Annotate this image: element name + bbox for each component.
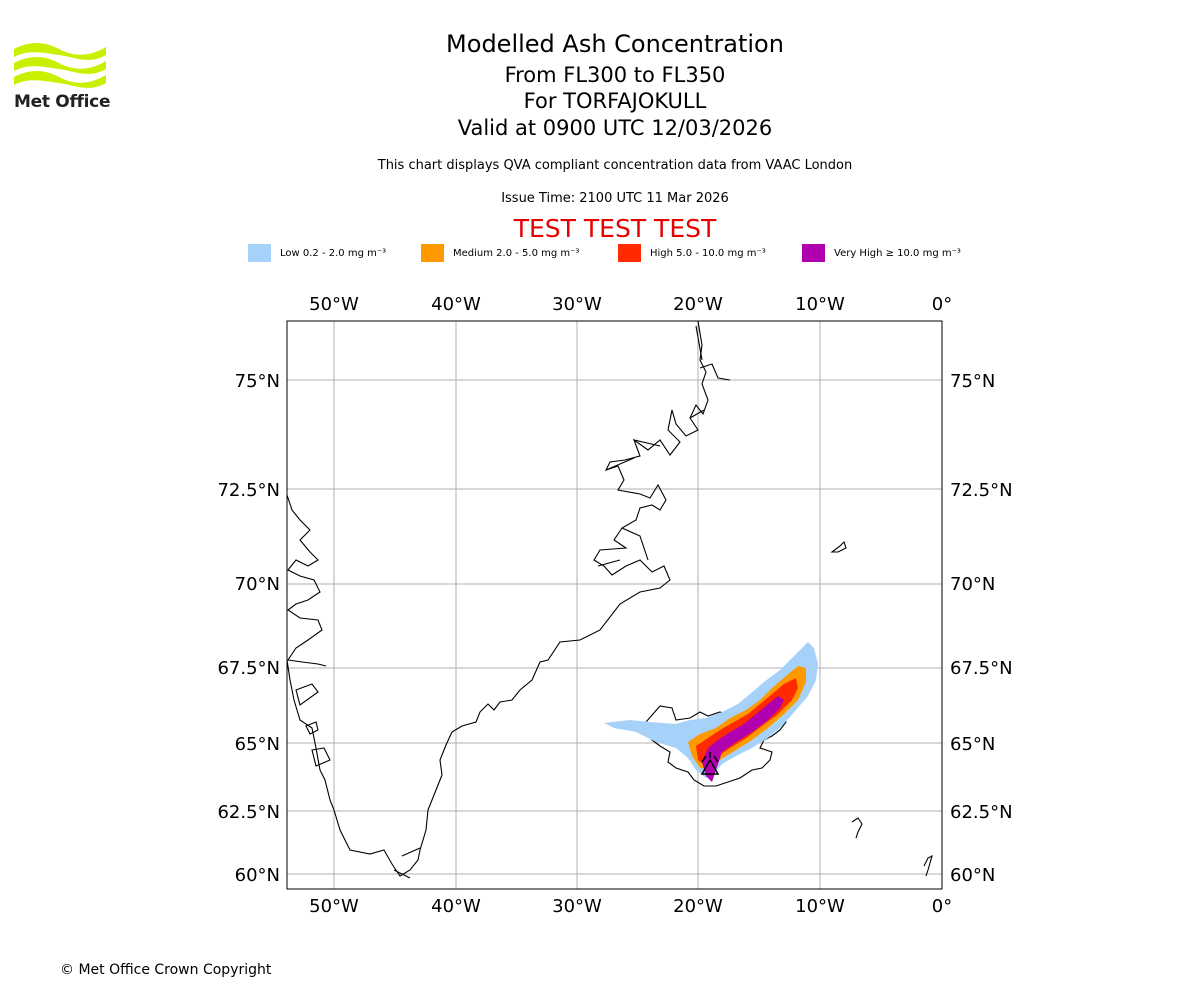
lat-label-right-75n: 75°N xyxy=(950,371,995,392)
lon-label-top-40w: 40°W xyxy=(431,294,481,315)
valid-time: Valid at 0900 UTC 12/03/2026 xyxy=(457,116,773,140)
lat-labels-left: 75°N 72.5°N 70°N 67.5°N 65°N 62.5°N 60°N xyxy=(217,371,280,886)
lon-label-bottom-40w: 40°W xyxy=(431,896,481,917)
lon-label-top-30w: 30°W xyxy=(552,294,602,315)
test-banner: TEST TEST TEST xyxy=(513,214,717,243)
greenland-east-coast xyxy=(286,320,709,877)
lon-labels-bottom: 50°W 40°W 30°W 20°W 10°W 0° xyxy=(309,896,952,917)
ash-plume xyxy=(604,642,818,782)
volcano-name: For TORFAJOKULL xyxy=(523,89,707,113)
lat-label-right-62-5n: 62.5°N xyxy=(950,802,1013,823)
chart-title: Modelled Ash Concentration xyxy=(446,30,784,58)
flight-levels: From FL300 to FL350 xyxy=(504,63,726,87)
lon-label-bottom-0: 0° xyxy=(932,896,952,917)
legend-item-high: High 5.0 - 10.0 mg m⁻³ xyxy=(618,244,766,262)
coastlines xyxy=(286,320,933,879)
lon-label-bottom-10w: 10°W xyxy=(795,896,845,917)
volcano-marker-icon xyxy=(700,752,720,775)
legend-item-medium: Medium 2.0 - 5.0 mg m⁻³ xyxy=(421,244,579,262)
legend-label-low: Low 0.2 - 2.0 mg m⁻³ xyxy=(280,247,387,259)
lat-label-right-65n: 65°N xyxy=(950,734,995,755)
lat-label-left-72-5n: 72.5°N xyxy=(217,480,280,501)
lon-label-bottom-30w: 30°W xyxy=(552,896,602,917)
lon-label-top-50w: 50°W xyxy=(309,294,359,315)
lat-label-left-75n: 75°N xyxy=(235,371,280,392)
lon-label-top-20w: 20°W xyxy=(673,294,723,315)
lat-label-right-60n: 60°N xyxy=(950,865,995,886)
lat-label-right-72-5n: 72.5°N xyxy=(950,480,1013,501)
map-frame xyxy=(286,320,943,890)
lat-label-left-70n: 70°N xyxy=(235,574,280,595)
legend-label-medium: Medium 2.0 - 5.0 mg m⁻³ xyxy=(453,247,580,259)
legend-swatch-low xyxy=(248,244,271,262)
jan-mayen xyxy=(830,540,847,553)
greenland-east-inlets xyxy=(393,325,731,879)
lat-label-left-62-5n: 62.5°N xyxy=(217,802,280,823)
lat-label-right-67-5n: 67.5°N xyxy=(950,658,1013,679)
lat-label-left-65n: 65°N xyxy=(235,734,280,755)
legend-swatch-very-high xyxy=(802,244,825,262)
logo-text: Met Office xyxy=(14,92,111,112)
legend-label-high: High 5.0 - 10.0 mg m⁻³ xyxy=(650,247,766,259)
lon-label-bottom-50w: 50°W xyxy=(309,896,359,917)
lat-labels-right: 75°N 72.5°N 70°N 67.5°N 65°N 62.5°N 60°N xyxy=(950,371,1013,886)
lon-label-top-0: 0° xyxy=(932,294,952,315)
legend-item-low: Low 0.2 - 2.0 mg m⁻³ xyxy=(248,244,386,262)
legend-label-very-high: Very High ≥ 10.0 mg m⁻³ xyxy=(834,247,961,259)
lon-labels-top: 50°W 40°W 30°W 20°W 10°W 0° xyxy=(309,294,952,315)
lon-label-bottom-20w: 20°W xyxy=(673,896,723,917)
lat-label-right-70n: 70°N xyxy=(950,574,995,595)
gridlines xyxy=(287,321,942,889)
ash-very-high-region xyxy=(702,696,784,782)
issue-time: Issue Time: 2100 UTC 11 Mar 2026 xyxy=(501,191,729,206)
lat-label-left-67-5n: 67.5°N xyxy=(217,658,280,679)
legend-swatch-high xyxy=(618,244,641,262)
faroe-islands xyxy=(851,817,863,839)
description: This chart displays QVA compliant concen… xyxy=(377,158,853,173)
legend-item-very-high: Very High ≥ 10.0 mg m⁻³ xyxy=(802,244,961,262)
legend-swatch-medium xyxy=(421,244,444,262)
lat-label-left-60n: 60°N xyxy=(235,865,280,886)
greenland-west-coast xyxy=(286,494,327,667)
met-office-logo xyxy=(14,43,106,88)
copyright-notice: © Met Office Crown Copyright xyxy=(60,962,272,978)
iceland-coast xyxy=(645,703,787,787)
shetland-islands xyxy=(923,854,933,877)
lon-label-top-10w: 10°W xyxy=(795,294,845,315)
greenland-west-islands xyxy=(295,683,331,767)
